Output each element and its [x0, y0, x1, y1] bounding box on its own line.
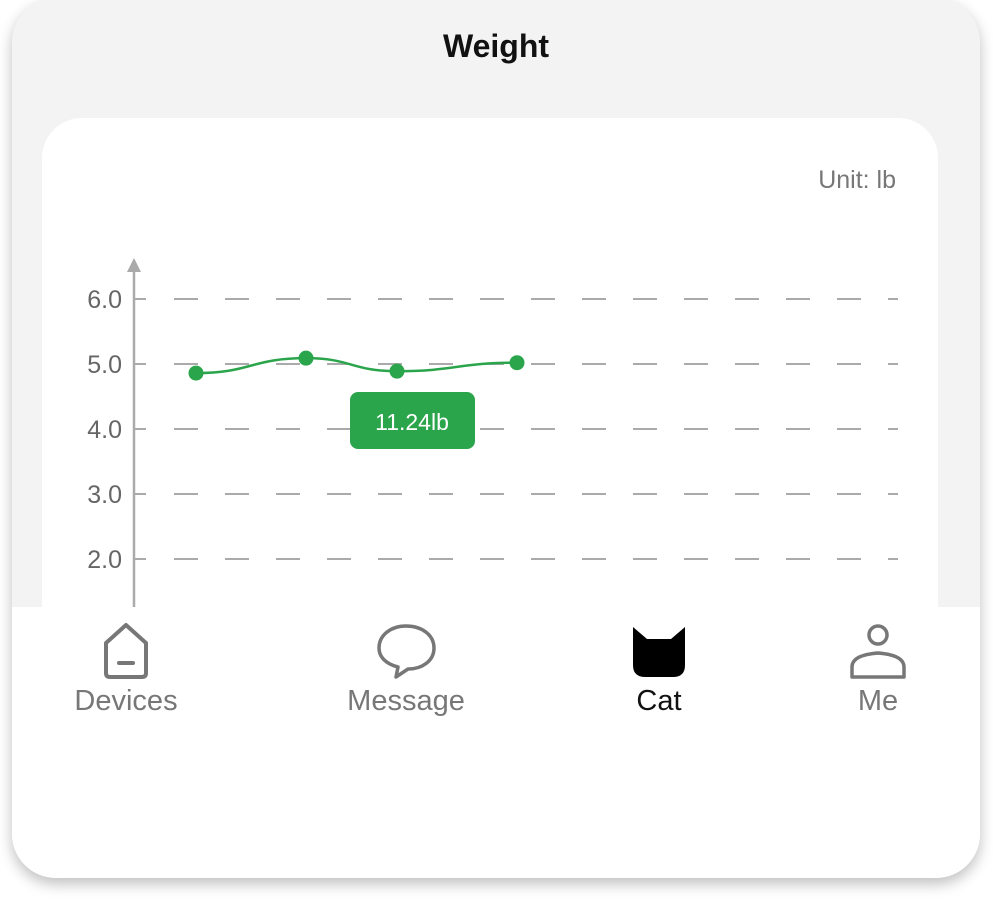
person-icon: [850, 624, 906, 679]
app-frame: Weight Unit: lb 2.0 3.0 4.0 5.0 6.0 11.24lb D…: [12, 0, 980, 878]
data-point: [509, 355, 525, 371]
weight-chart: 2.0 3.0 4.0 5.0 6.0 11.24lb: [87, 258, 898, 620]
nav-cat[interactable]: Cat: [559, 621, 759, 718]
y-tick-label: 3.0: [87, 481, 122, 509]
nav-label: Devices: [74, 685, 178, 717]
page-title: Weight: [442, 28, 550, 64]
data-point: [188, 365, 204, 381]
tooltip-text: 11.24lb: [375, 409, 449, 435]
y-tick-label: 4.0: [87, 416, 122, 444]
data-point: [389, 363, 405, 379]
y-axis-arrow: [127, 258, 141, 272]
y-tick-label: 6.0: [87, 286, 122, 314]
tooltip-box: [350, 392, 475, 449]
y-tick-label: 2.0: [87, 546, 122, 574]
chat-bubble-icon: [377, 624, 436, 679]
nav-me[interactable]: Me: [778, 621, 978, 718]
home-icon: [104, 623, 148, 679]
nav-message[interactable]: Message: [306, 621, 506, 718]
nav-label: Message: [347, 685, 465, 717]
cat-icon: [633, 627, 685, 677]
bottom-nav: Devices Message Cat Me: [12, 607, 980, 878]
y-tick-label: 5.0: [87, 351, 122, 379]
series-line: [195, 356, 518, 375]
unit-label: Unit: lb: [818, 166, 896, 194]
nav-label: Cat: [636, 685, 682, 717]
data-point: [298, 350, 314, 366]
nav-devices[interactable]: Devices: [26, 621, 226, 718]
nav-label: Me: [857, 685, 899, 717]
